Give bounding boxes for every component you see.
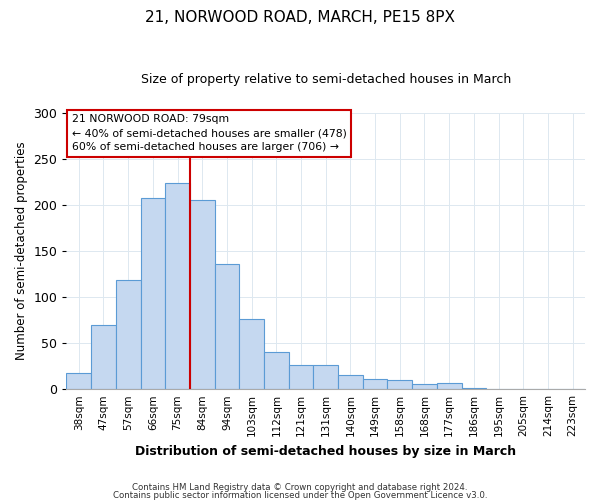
- Bar: [461, 388, 486, 389]
- Text: Contains public sector information licensed under the Open Government Licence v3: Contains public sector information licen…: [113, 490, 487, 500]
- Bar: [388, 380, 412, 389]
- Text: Contains HM Land Registry data © Crown copyright and database right 2024.: Contains HM Land Registry data © Crown c…: [132, 484, 468, 492]
- Bar: [140, 198, 165, 389]
- Bar: [313, 365, 338, 389]
- Y-axis label: Number of semi-detached properties: Number of semi-detached properties: [15, 142, 28, 360]
- Title: Size of property relative to semi-detached houses in March: Size of property relative to semi-detach…: [140, 72, 511, 86]
- Bar: [165, 183, 190, 389]
- Bar: [190, 200, 215, 389]
- Bar: [91, 325, 116, 389]
- Bar: [363, 379, 388, 389]
- X-axis label: Distribution of semi-detached houses by size in March: Distribution of semi-detached houses by …: [135, 444, 516, 458]
- Bar: [338, 376, 363, 389]
- Bar: [412, 384, 437, 389]
- Bar: [67, 372, 91, 389]
- Text: 21 NORWOOD ROAD: 79sqm
← 40% of semi-detached houses are smaller (478)
60% of se: 21 NORWOOD ROAD: 79sqm ← 40% of semi-det…: [71, 114, 347, 152]
- Text: 21, NORWOOD ROAD, MARCH, PE15 8PX: 21, NORWOOD ROAD, MARCH, PE15 8PX: [145, 10, 455, 25]
- Bar: [437, 382, 461, 389]
- Bar: [116, 280, 140, 389]
- Bar: [239, 319, 264, 389]
- Bar: [215, 264, 239, 389]
- Bar: [289, 365, 313, 389]
- Bar: [264, 352, 289, 389]
